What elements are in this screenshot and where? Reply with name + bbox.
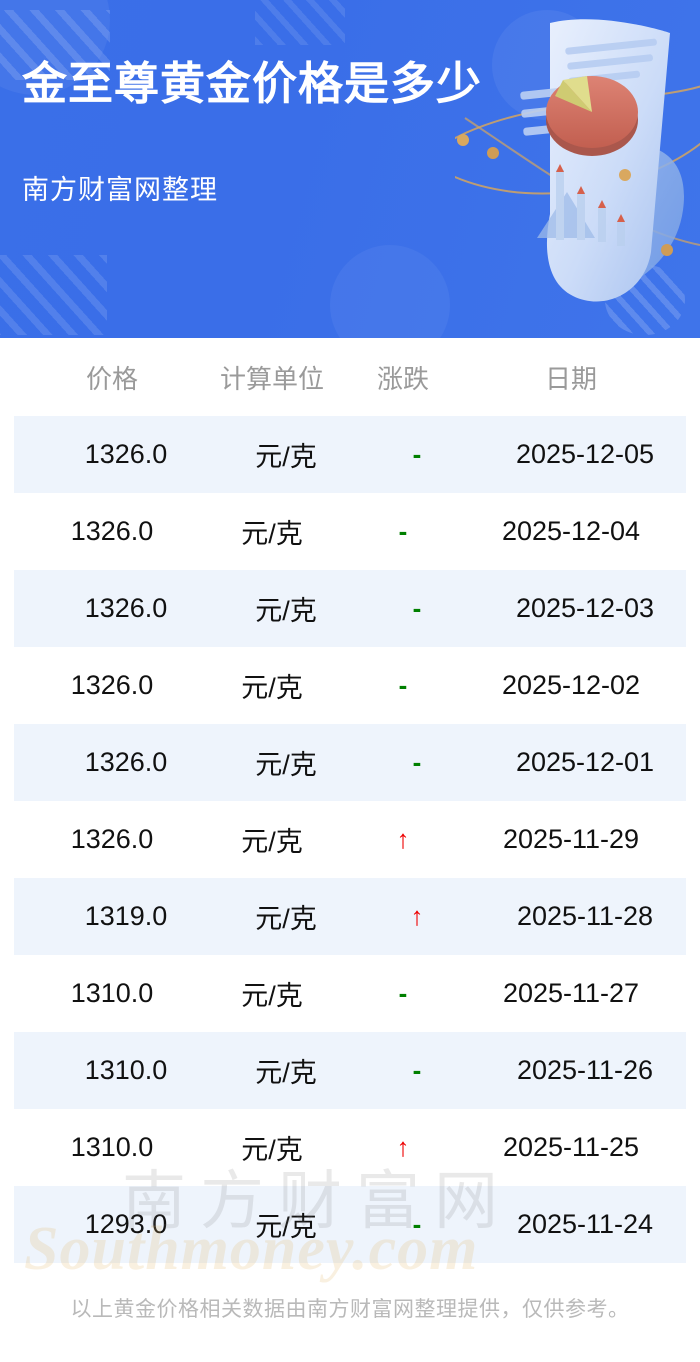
cell-unit: 元/克 <box>241 519 303 549</box>
cell-change-flat: - <box>412 439 422 469</box>
page-banner: 金至尊黄金价格是多少 南方财富网整理 <box>0 0 700 338</box>
cell-change-up-arrow-icon: ↑ <box>396 824 410 854</box>
cell-change-up-arrow-icon: ↑ <box>410 901 424 931</box>
cell-date: 2025-11-25 <box>502 1132 640 1162</box>
table-header-row: 价格 计算单位 涨跌 日期 <box>0 338 700 416</box>
footer-disclaimer: 以上黄金价格相关数据由南方财富网整理提供，仅供参考。 <box>70 1298 630 1321</box>
cell-date: 2025-12-01 <box>515 747 655 777</box>
table-row: 1326.0 元/克 - 2025-12-03 <box>14 570 686 647</box>
cell-date: 2025-12-03 <box>515 593 655 623</box>
cell-date: 2025-11-29 <box>502 824 640 854</box>
cell-unit: 元/克 <box>255 1058 317 1088</box>
table-row: 1326.0 元/克 - 2025-12-04 <box>0 493 700 570</box>
cell-change-flat: - <box>412 1055 422 1085</box>
column-header-date: 日期 <box>544 363 597 394</box>
cell-change-up-arrow-icon: ↑ <box>396 1132 410 1162</box>
column-header-price: 价格 <box>85 363 138 394</box>
cell-unit: 元/克 <box>241 1135 303 1165</box>
cell-unit: 元/克 <box>241 981 303 1011</box>
table-row: 1326.0 元/克 - 2025-12-05 <box>14 416 686 493</box>
cell-price: 1319.0 <box>84 901 168 931</box>
column-header-unit: 计算单位 <box>219 363 324 394</box>
cell-price: 1293.0 <box>84 1209 168 1239</box>
report-document-illustration <box>434 0 700 338</box>
cell-unit: 元/克 <box>255 442 317 472</box>
cell-date: 2025-11-26 <box>516 1055 654 1085</box>
page-title: 金至尊黄金价格是多少 <box>22 58 483 109</box>
cell-unit: 元/克 <box>241 673 303 703</box>
cell-change-flat: - <box>412 1209 422 1239</box>
cell-price: 1326.0 <box>84 439 168 469</box>
table-row: 1293.0 元/克 - 2025-11-24 <box>14 1186 686 1263</box>
cell-price: 1326.0 <box>84 747 168 777</box>
decor-stripes-bottom-left <box>0 255 107 335</box>
cell-unit: 元/克 <box>255 750 317 780</box>
cell-date: 2025-11-24 <box>516 1209 654 1239</box>
cell-unit: 元/克 <box>255 596 317 626</box>
cell-date: 2025-12-02 <box>501 670 641 700</box>
cell-date: 2025-12-05 <box>515 439 655 469</box>
column-header-change: 涨跌 <box>376 363 429 394</box>
table-row: 1310.0 元/克 - 2025-11-27 <box>0 955 700 1032</box>
cell-change-flat: - <box>412 747 422 777</box>
decor-circle-2 <box>330 245 450 338</box>
cell-change-flat: - <box>398 670 408 700</box>
cell-change-flat: - <box>412 593 422 623</box>
table-body: 1326.0 元/克 - 2025-12-05 1326.0 元/克 - 2025-12-04… <box>0 416 700 1263</box>
cell-change-flat: - <box>398 978 408 1008</box>
table-row: 1310.0 元/克 - 2025-11-26 <box>14 1032 686 1109</box>
price-table: 南方财富网 Southmoney.com 价格 计算单位 涨跌 日期 1326.… <box>0 338 700 1323</box>
cell-unit: 元/克 <box>241 827 303 857</box>
cell-price: 1326.0 <box>70 516 154 546</box>
cell-date: 2025-11-28 <box>516 901 654 931</box>
cell-price: 1310.0 <box>70 978 154 1008</box>
cell-price: 1326.0 <box>70 824 154 854</box>
cell-price: 1310.0 <box>70 1132 154 1162</box>
table-row: 1310.0 元/克 ↑ 2025-11-25 <box>0 1109 700 1186</box>
cell-date: 2025-11-27 <box>502 978 640 1008</box>
decor-stripes-top-mid <box>255 0 345 45</box>
page-subtitle: 南方财富网整理 <box>22 175 218 205</box>
cell-date: 2025-12-04 <box>501 516 641 546</box>
table-row: 1326.0 元/克 - 2025-12-01 <box>14 724 686 801</box>
table-row: 1326.0 元/克 ↑ 2025-11-29 <box>0 801 700 878</box>
cell-unit: 元/克 <box>255 904 317 934</box>
cell-unit: 元/克 <box>255 1212 317 1242</box>
cell-change-flat: - <box>398 516 408 546</box>
cell-price: 1326.0 <box>84 593 168 623</box>
table-row: 1319.0 元/克 ↑ 2025-11-28 <box>14 878 686 955</box>
table-row: 1326.0 元/克 - 2025-12-02 <box>0 647 700 724</box>
cell-price: 1326.0 <box>70 670 154 700</box>
cell-price: 1310.0 <box>84 1055 168 1085</box>
